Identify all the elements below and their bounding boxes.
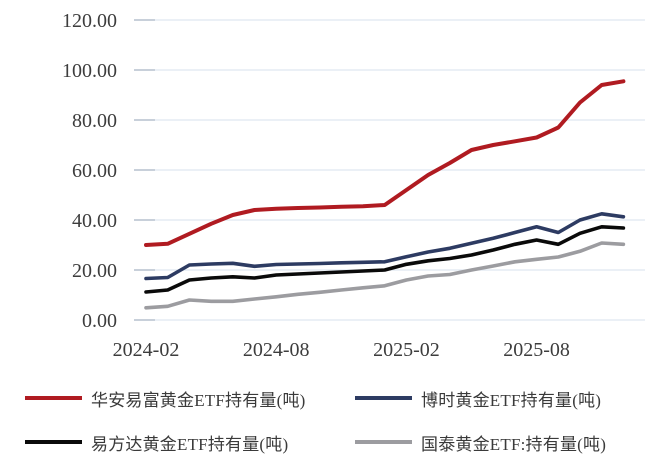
line-chart: 0.00 20.00 40.00 60.00 80.00 100.00 120.00 2024… <box>62 10 645 361</box>
x-axis-tick-label: 2024-08 <box>243 339 310 361</box>
legend-line-swatch-navy <box>355 396 412 400</box>
legend-item-efund: 易方达黄金ETF持有量(吨) <box>25 430 355 455</box>
legend-line-swatch-gray <box>355 440 412 444</box>
legend-label: 易方达黄金ETF持有量(吨) <box>91 434 289 454</box>
series-line-huaan <box>144 79 626 247</box>
x-axis-tick-label: 2024-02 <box>113 339 180 361</box>
y-axis-tick-label: 40.00 <box>72 210 117 232</box>
legend-item-bosera: 博时黄金ETF持有量(吨) <box>355 386 651 411</box>
x-axis-tick-label: 2025-02 <box>373 339 440 361</box>
x-axis-tick-label: 2025-08 <box>503 339 570 361</box>
legend-label: 华安易富黄金ETF持有量(吨) <box>91 390 306 410</box>
legend-line-swatch-black <box>25 440 82 444</box>
legend-item-guotai: 国泰黄金ETF:持有量(吨) <box>355 430 651 455</box>
series-line-guotai <box>144 241 626 310</box>
y-axis-tick-label: 120.00 <box>62 10 117 32</box>
y-axis-tick-label: 0.00 <box>82 310 117 332</box>
legend-line-swatch-red <box>25 396 82 400</box>
y-axis-tick-label: 80.00 <box>72 110 117 132</box>
y-axis-tick-label: 60.00 <box>72 160 117 182</box>
legend-label: 博时黄金ETF持有量(吨) <box>421 390 602 410</box>
series-line-efund <box>144 225 626 294</box>
series-line-bosera <box>144 212 626 281</box>
y-axis-tick-label: 100.00 <box>62 60 117 82</box>
legend-item-huaan: 华安易富黄金ETF持有量(吨) <box>25 386 355 411</box>
legend-label: 国泰黄金ETF:持有量(吨) <box>421 434 607 454</box>
y-axis-tick-label: 20.00 <box>72 260 117 282</box>
chart-canvas: 0.00 20.00 40.00 60.00 80.00 100.00 120.00 2024… <box>62 10 645 361</box>
chart-legend: 华安易富黄金ETF持有量(吨) 博时黄金ETF持有量(吨) 易方达黄金ETF持有… <box>0 376 651 464</box>
